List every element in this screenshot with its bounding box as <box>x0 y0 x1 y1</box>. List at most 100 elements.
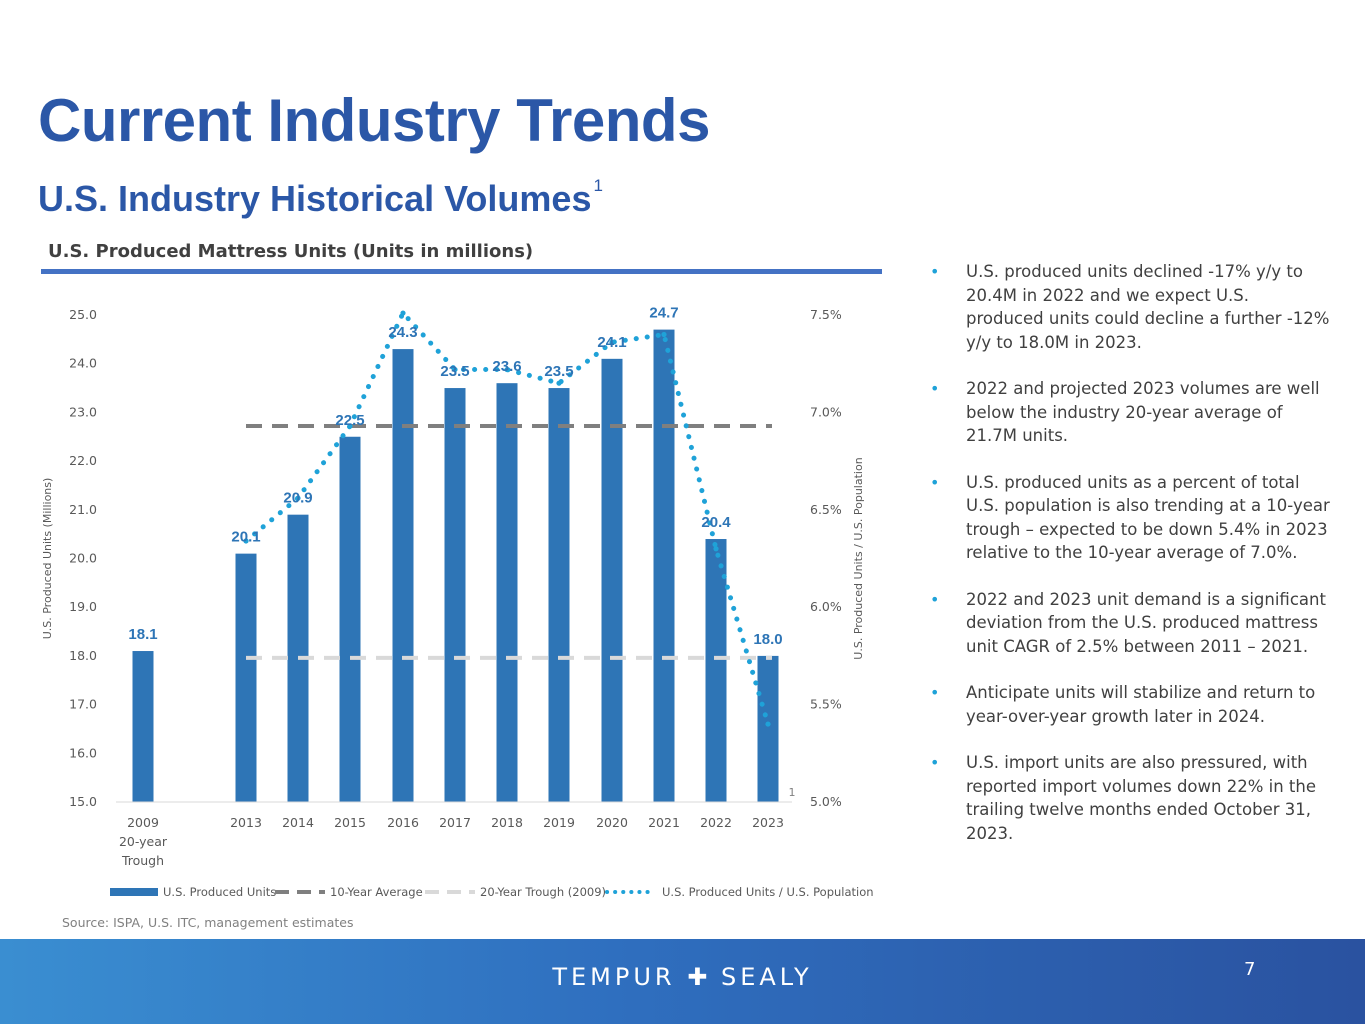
x-tick-label: 2022 <box>700 815 732 830</box>
bar-2016 <box>392 349 414 802</box>
bullet-dot-icon: • <box>930 753 940 772</box>
bar-data-label: 24.1 <box>597 334 626 351</box>
bullet-dot-icon: • <box>930 472 940 492</box>
y-tick-label: 18.0 <box>69 648 97 663</box>
x-tick-label: 2019 <box>543 815 575 830</box>
y-tick-label: 15.0 <box>69 794 97 809</box>
subtitle-text: U.S. Industry Historical Volumes <box>38 178 592 219</box>
slide-title: Current Industry Trends <box>38 87 710 154</box>
bullet-list: • U.S. produced units declined -17% y/y t… <box>930 260 1330 868</box>
legend-label: 20-Year Trough (2009) <box>480 885 606 899</box>
bar-2009 <box>132 651 154 802</box>
ratio-point <box>765 721 771 727</box>
bar-data-label: 23.6 <box>492 358 521 375</box>
source-note: Source: ISPA, U.S. ITC, management estim… <box>62 915 354 930</box>
bar-data-label: 18.0 <box>753 631 782 648</box>
bar-2021 <box>653 329 675 802</box>
ratio-point <box>295 495 301 501</box>
bar-2019 <box>548 388 570 802</box>
bar-data-label: 22.5 <box>335 412 364 429</box>
bullet-dot-icon: • <box>930 589 940 609</box>
legend-label: U.S. Produced Units / U.S. Population <box>662 885 874 899</box>
x-tick-label: 2013 <box>230 815 262 830</box>
bullet-text: U.S. produced units declined -17% y/y to… <box>966 262 1330 352</box>
heading-rule <box>41 269 882 274</box>
y2-tick-label: 5.5% <box>810 697 842 712</box>
bullet-text: 2022 and projected 2023 volumes are well… <box>966 379 1320 445</box>
y-tick-label: 23.0 <box>69 404 97 419</box>
bullet-dot-icon: • <box>930 379 940 398</box>
bar-2022 <box>705 539 727 802</box>
y2-tick-label: 5.0% <box>810 794 842 809</box>
y2-tick-label: 6.5% <box>810 502 842 517</box>
bar-data-label: 23.5 <box>440 363 469 380</box>
x-tick-label: 2009 <box>127 815 159 830</box>
y-tick-label: 25.0 <box>69 307 97 322</box>
x-tick-label: 2015 <box>334 815 366 830</box>
y-tick-label: 20.0 <box>69 551 97 566</box>
bar-data-label: 20.9 <box>283 490 312 507</box>
y2-tick-label: 6.0% <box>810 599 842 614</box>
x-tick-label: 2018 <box>491 815 523 830</box>
legend-label: 10-Year Average <box>330 885 423 899</box>
bar-data-label: 18.1 <box>128 626 157 643</box>
bullet-item: • Anticipate units will stabilize and ret… <box>930 681 1330 728</box>
bar-data-label: 23.5 <box>544 363 573 380</box>
ratio-point <box>661 331 667 338</box>
logo-text-right: SEALY <box>720 963 813 991</box>
y-tick-label: 17.0 <box>69 697 97 712</box>
x-tick-sublabel: Trough <box>121 853 164 868</box>
bullet-dot-icon: • <box>930 262 940 281</box>
bar-2020 <box>601 358 623 802</box>
x-tick-label: 2021 <box>648 815 680 830</box>
ratio-point <box>243 538 249 544</box>
bullet-text: Anticipate units will stabilize and retu… <box>966 683 1316 726</box>
bar-2018 <box>496 383 518 802</box>
bullet-dot-icon: • <box>930 683 940 702</box>
bullet-item: • U.S. produced units declined -17% y/y t… <box>930 260 1330 354</box>
x-tick-label: 2014 <box>282 815 314 830</box>
slide-subtitle: U.S. Industry Historical Volumes 1 <box>38 164 603 221</box>
bullet-item: • U.S. import units are also pressured, w… <box>930 751 1330 845</box>
footer-bar: TEMPUR ✚ SEALY 7 <box>0 939 1365 1024</box>
x-tick-label: 2016 <box>387 815 419 830</box>
y2-tick-label: 7.5% <box>810 307 842 322</box>
y2-tick-label: 7.0% <box>810 404 842 419</box>
bar-2013 <box>235 553 257 802</box>
legend-swatch-bars <box>110 888 158 896</box>
subtitle-footnote-mark: 1 <box>593 176 603 195</box>
y-tick-label: 19.0 <box>69 599 97 614</box>
y-tick-label: 22.0 <box>69 453 97 468</box>
bar-data-label: 24.7 <box>649 305 678 322</box>
y-axis-title: U.S. Produced Units (Millions) <box>41 478 54 640</box>
bar-data-label: 24.3 <box>388 324 417 341</box>
x-tick-label: 2020 <box>596 815 628 830</box>
ratio-point <box>609 339 615 345</box>
bullet-text: U.S. produced units as a percent of tota… <box>966 472 1330 563</box>
plus-icon: ✚ <box>687 963 710 991</box>
footnote-marker: 1 <box>789 786 796 799</box>
bullet-item: • 2022 and 2023 unit demand is a signific… <box>930 588 1330 659</box>
ratio-point <box>556 380 562 386</box>
bar-2023 <box>757 655 779 802</box>
logo-text-left: TEMPUR <box>552 963 676 991</box>
y-tick-label: 24.0 <box>69 356 97 371</box>
ratio-point <box>400 310 406 316</box>
page-number: 7 <box>1244 959 1256 980</box>
bar-data-label: 20.4 <box>701 514 731 531</box>
ratio-point <box>713 546 719 552</box>
bar-data-label: 20.1 <box>231 529 260 546</box>
bullet-item: • 2022 and projected 2023 volumes are wel… <box>930 377 1330 448</box>
bullet-text: U.S. import units are also pressured, wi… <box>966 753 1317 843</box>
ratio-point <box>452 366 458 373</box>
x-tick-label: 2017 <box>439 815 471 830</box>
bullet-text: 2022 and 2023 unit demand is a significa… <box>966 589 1326 656</box>
y-tick-label: 16.0 <box>69 745 97 760</box>
units-chart: 15.0 16.0 17.0 18.0 19.0 20.0 21.0 22.0 23.0 24.0… <box>41 305 874 899</box>
x-tick-label: 2023 <box>752 815 784 830</box>
y-tick-label: 21.0 <box>69 502 97 517</box>
ratio-point <box>347 423 353 429</box>
bullet-item: • U.S. produced units as a percent of tot… <box>930 471 1330 565</box>
y2-axis-title: U.S. Produced Units / U.S. Population <box>852 457 865 659</box>
ratio-point <box>504 366 510 373</box>
